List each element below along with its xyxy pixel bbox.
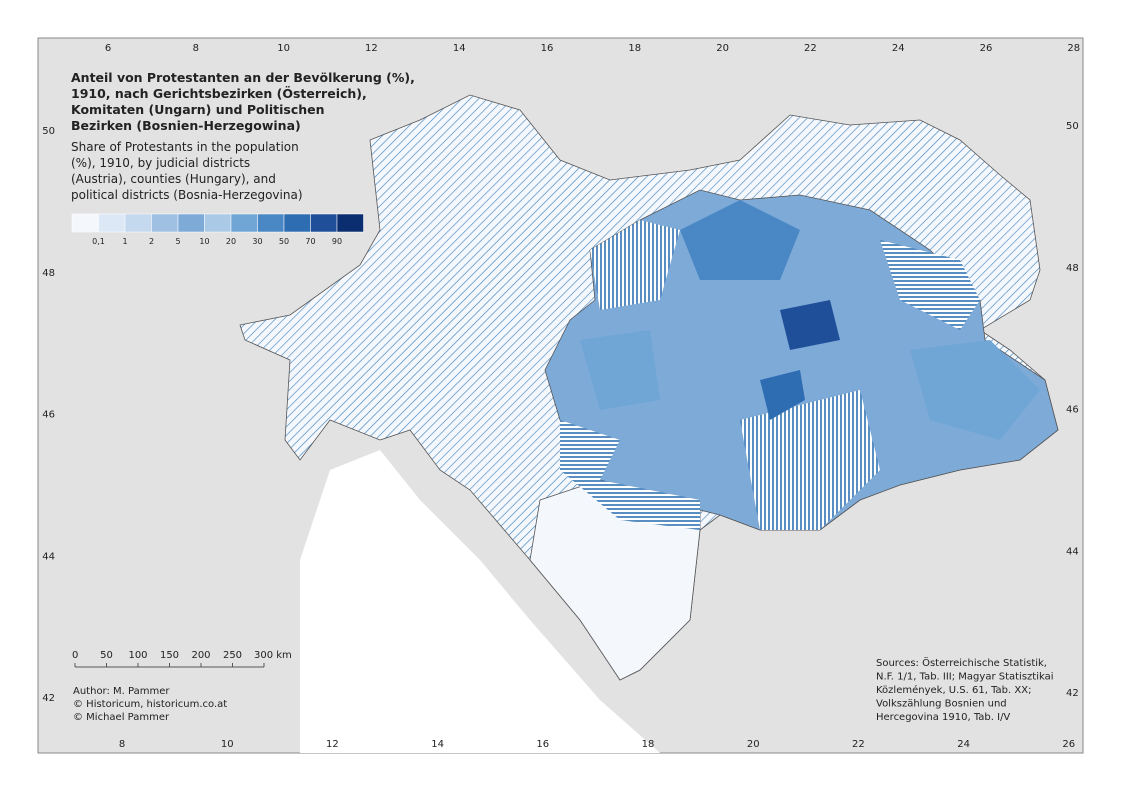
top-tick-label: 18 [628, 43, 641, 54]
legend-label: 10 [199, 237, 209, 246]
top-tick-label: 8 [193, 43, 199, 54]
district [580, 330, 660, 410]
bottom-tick-label: 12 [326, 739, 339, 750]
legend-swatch [98, 213, 126, 233]
sources-line: Közlemények, U.S. 61, Tab. XX; [876, 684, 1031, 696]
bottom-tick-label: 10 [221, 739, 234, 750]
hatched-area [740, 390, 880, 530]
right-tick-label: 46 [1066, 405, 1079, 416]
bottom-tick-label: 8 [119, 739, 125, 750]
sea [300, 450, 660, 753]
top-tick-label: 26 [980, 43, 993, 54]
scale-label: 0 [72, 650, 78, 661]
map-title: Komitaten (Ungarn) und Politischen [71, 102, 325, 117]
legend-swatch [151, 213, 179, 233]
map-subtitle: (Austria), counties (Hungary), and [71, 172, 276, 186]
scale-label: 150 [160, 650, 179, 661]
bottom-tick-label: 20 [747, 739, 760, 750]
district [680, 200, 800, 280]
left-tick-label: 44 [42, 551, 55, 562]
top-tick-label: 12 [365, 43, 378, 54]
hatched-area [560, 420, 700, 530]
scale-label: 250 [223, 650, 242, 661]
legend-swatch [257, 213, 285, 233]
top-tick-label: 20 [716, 43, 729, 54]
legend-swatch [230, 213, 258, 233]
bottom-tick-label: 14 [431, 739, 444, 750]
legend-swatch [177, 213, 205, 233]
bottom-tick-label: 24 [957, 739, 970, 750]
legend-label: 20 [226, 237, 236, 246]
author-line: Author: M. Pammer [73, 686, 170, 697]
author-line: © Historicum, historicum.co.at [73, 699, 227, 710]
legend-label: 1 [122, 237, 127, 246]
left-tick-label: 48 [42, 268, 55, 279]
scale-label: 100 [128, 650, 147, 661]
top-tick-label: 24 [892, 43, 905, 54]
legend-swatch [310, 213, 338, 233]
district [780, 300, 840, 350]
legend-label: 2 [149, 237, 154, 246]
left-tick-label: 46 [42, 410, 55, 421]
map-title: 1910, nach Gerichtsbezirken (Österreich)… [71, 86, 367, 101]
right-tick-label: 48 [1066, 263, 1079, 274]
map-subtitle: Share of Protestants in the population [71, 140, 299, 154]
top-tick-label: 22 [804, 43, 817, 54]
legend-swatch [283, 213, 311, 233]
bottom-tick-label: 26 [1062, 739, 1075, 750]
right-tick-label: 44 [1066, 546, 1079, 557]
district [910, 340, 1040, 440]
right-tick-label: 50 [1066, 121, 1079, 132]
scale-label: 50 [100, 650, 113, 661]
legend-label: 50 [279, 237, 289, 246]
author-line: © Michael Pammer [73, 712, 170, 723]
scale-label: 200 [191, 650, 210, 661]
bottom-tick-label: 16 [536, 739, 549, 750]
legend-label: 0,1 [92, 237, 105, 246]
legend-swatch [336, 213, 364, 233]
legend-label: 70 [305, 237, 315, 246]
legend-label: 90 [332, 237, 342, 246]
top-tick-label: 10 [277, 43, 290, 54]
map-subtitle: political districts (Bosnia-Herzegovina) [71, 188, 303, 202]
legend-label: 5 [175, 237, 180, 246]
top-tick-label: 14 [453, 43, 466, 54]
bottom-tick-label: 18 [642, 739, 655, 750]
hatched-area [590, 220, 680, 310]
top-tick-label: 16 [541, 43, 554, 54]
right-tick-label: 42 [1066, 688, 1079, 699]
district [760, 370, 805, 420]
sources-line: Volkszählung Bosnien und [876, 699, 1007, 710]
legend-swatch [71, 213, 99, 233]
top-tick-label: 6 [105, 43, 111, 54]
hatched-area [880, 240, 980, 330]
sources-line: Sources: Österreichische Statistik, [876, 656, 1047, 669]
legend-swatch [204, 213, 232, 233]
legend-swatch [124, 213, 152, 233]
map-title: Anteil von Protestanten an der Bevölkeru… [71, 70, 415, 85]
sources-line: N.F. 1/1, Tab. III; Magyar Statisztikai [876, 672, 1054, 683]
scale-label: 300 km [254, 650, 292, 661]
bottom-tick-label: 22 [852, 739, 865, 750]
left-tick-label: 50 [42, 126, 55, 137]
sources-line: Hercegovina 1910, Tab. I/V [876, 712, 1010, 723]
map-subtitle: (%), 1910, by judicial districts [71, 156, 250, 170]
map-title: Bezirken (Bosnien-Herzegowina) [71, 118, 301, 133]
left-tick-label: 42 [42, 693, 55, 704]
legend-label: 30 [252, 237, 262, 246]
top-tick-label: 28 [1067, 43, 1080, 54]
